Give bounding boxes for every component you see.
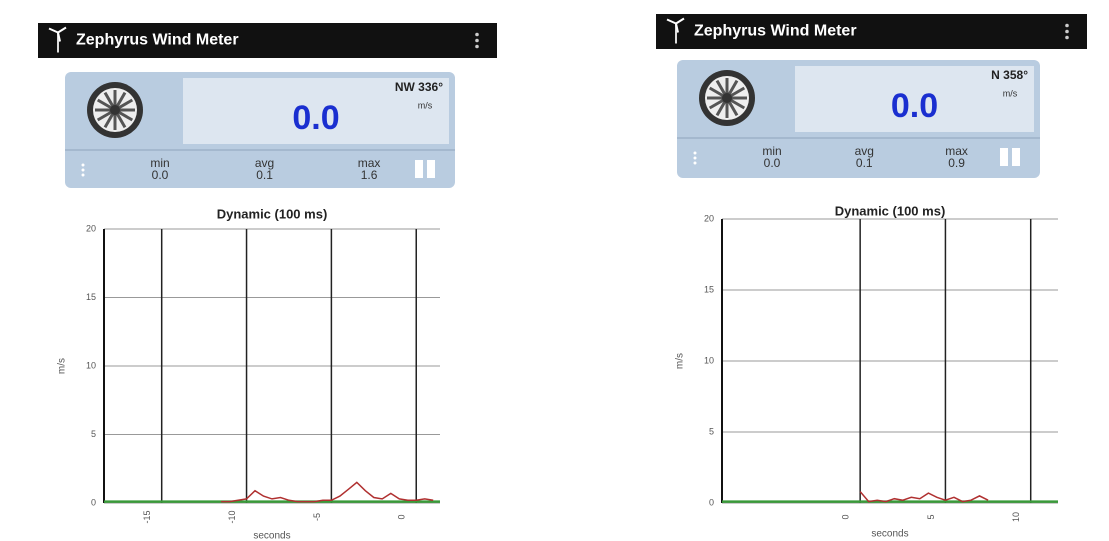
pause-button[interactable] <box>415 160 423 178</box>
stat-value: 0.0 <box>764 156 781 170</box>
pause-button[interactable] <box>1012 148 1020 166</box>
stat-value: 0.0 <box>152 168 169 182</box>
speed-value: 0.0 <box>292 99 339 137</box>
stat-value: 0.1 <box>856 156 873 170</box>
menu-button[interactable] <box>475 33 479 37</box>
y-tick-label: 5 <box>709 426 714 436</box>
speed-unit: m/s <box>418 100 433 110</box>
y-tick-label: 0 <box>709 497 714 507</box>
page: {"screens": [ {"app_title": "Zephyrus Wi… <box>0 0 1109 541</box>
menu-button[interactable] <box>475 45 479 49</box>
chart-title: Dynamic (100 ms) <box>217 206 328 221</box>
direction: NW 336° <box>395 80 443 94</box>
y-axis-label: m/s <box>57 358 68 374</box>
x-tick-label: 0 <box>397 514 407 519</box>
menu-button[interactable] <box>1065 36 1069 40</box>
stats-menu[interactable] <box>82 174 85 177</box>
fan-icon <box>722 93 732 103</box>
direction: N 358° <box>991 68 1028 82</box>
x-axis-label: seconds <box>871 529 908 540</box>
menu-button[interactable] <box>1065 24 1069 28</box>
x-tick-label: 5 <box>926 514 936 519</box>
speed-value: 0.0 <box>891 87 938 125</box>
speed-unit: m/s <box>1003 88 1018 98</box>
stats-menu[interactable] <box>694 162 697 165</box>
stat-value: 0.9 <box>948 156 965 170</box>
y-tick-label: 5 <box>91 429 96 439</box>
y-tick-label: 10 <box>86 360 96 370</box>
chart-title: Dynamic (100 ms) <box>835 203 946 218</box>
pause-button[interactable] <box>427 160 435 178</box>
menu-button[interactable] <box>475 39 479 43</box>
app-title: Zephyrus Wind Meter <box>76 32 239 49</box>
stats-menu[interactable] <box>82 164 85 167</box>
x-tick-label: -15 <box>142 510 152 523</box>
series-line <box>860 492 988 502</box>
y-tick-label: 20 <box>704 213 714 223</box>
stats-menu[interactable] <box>694 157 697 160</box>
pause-button[interactable] <box>1000 148 1008 166</box>
y-tick-label: 15 <box>704 284 714 294</box>
series-line <box>221 482 433 501</box>
app-title: Zephyrus Wind Meter <box>694 23 857 40</box>
fan-icon <box>110 105 120 115</box>
stats-menu[interactable] <box>694 152 697 155</box>
y-tick-label: 0 <box>91 497 96 507</box>
y-tick-label: 20 <box>86 223 96 233</box>
x-tick-label: 10 <box>1011 512 1021 522</box>
x-axis-label: seconds <box>253 531 290 541</box>
x-tick-label: -10 <box>227 510 237 523</box>
y-tick-label: 10 <box>704 355 714 365</box>
stat-value: 0.1 <box>256 168 273 182</box>
stat-value: 1.6 <box>361 168 378 182</box>
screenshot: Zephyrus Wind MeterNW 336°0.0m/smin0.0av… <box>0 0 1109 541</box>
menu-button[interactable] <box>1065 30 1069 34</box>
x-tick-label: -5 <box>312 513 322 521</box>
stats-menu[interactable] <box>82 169 85 172</box>
y-tick-label: 15 <box>86 292 96 302</box>
y-axis-label: m/s <box>675 353 686 369</box>
x-tick-label: 0 <box>841 514 851 519</box>
